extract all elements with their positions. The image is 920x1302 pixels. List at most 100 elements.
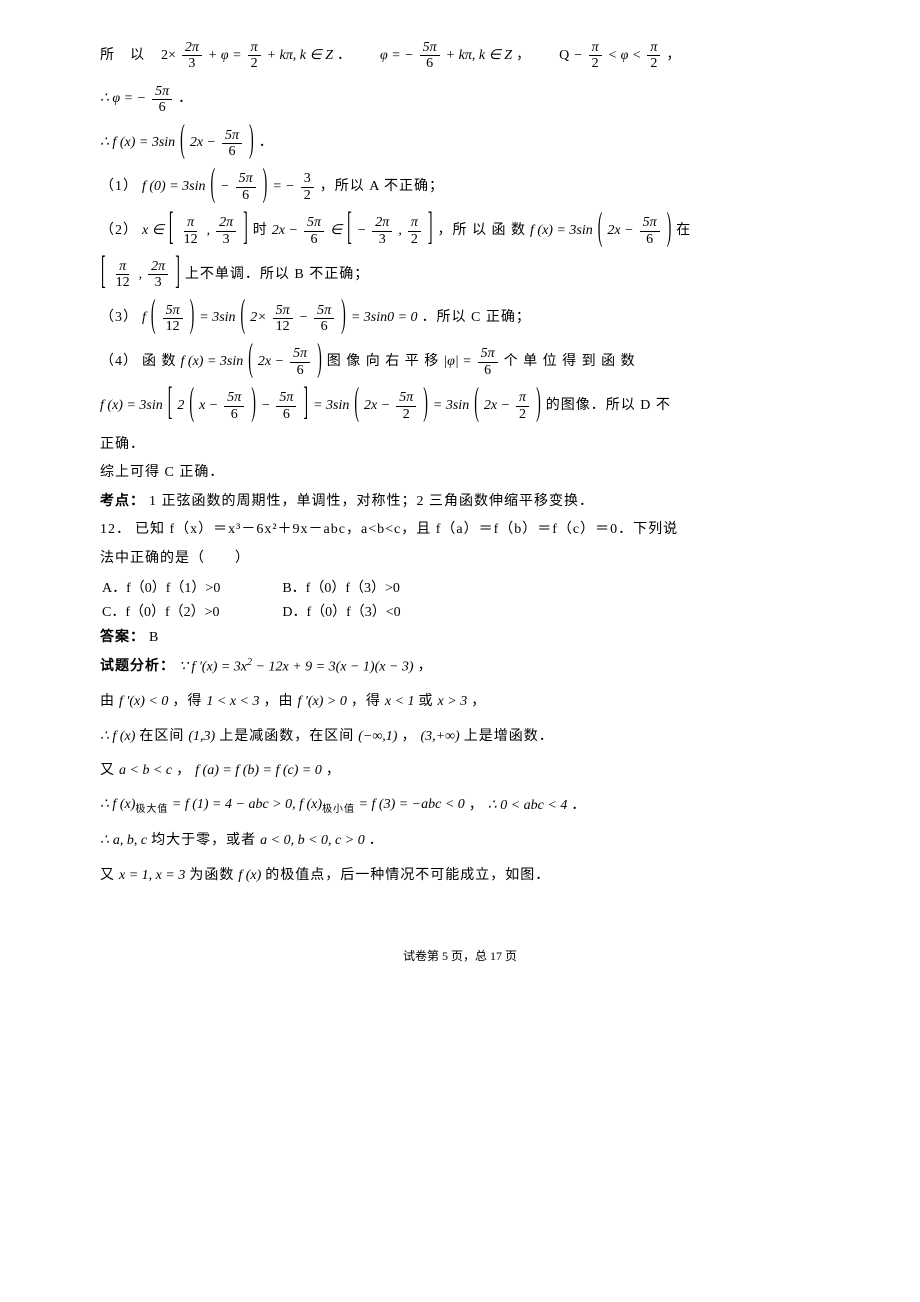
item-label: （3） — [100, 307, 138, 329]
kaodian-line: 考点： 1 正弦函数的周期性，单调性，对称性；2 三角函数伸缩平移变换． — [100, 491, 820, 513]
fraction: 2π 3 — [216, 215, 236, 247]
fraction: 5π 6 — [420, 40, 440, 72]
problem-12-stem: 12． 已知 f（x）＝x³－6x²＋9x－abc，a<b<c，且 f（a）＝f… — [100, 519, 820, 541]
item-2-line: （2） x ∈ [ π 12 , 2π 3 ] 时 2x − 5π 6 ∈ [ … — [100, 215, 820, 247]
fraction: π 2 — [248, 40, 261, 72]
left-bracket-icon: [ — [101, 243, 106, 306]
equation-line-1: 所 以 2× 2π 3 + φ = π 2 + kπ, k ∈ Z ． φ = … — [100, 40, 820, 72]
fraction: 5π 6 — [224, 390, 244, 422]
right-paren-icon: ) — [536, 375, 541, 438]
equation-line-2: ∴ φ = − 5π 6 ． — [100, 84, 820, 116]
math-text: f (x) — [238, 865, 261, 887]
interval: (1,3) — [188, 726, 215, 748]
conclusion-text: ，所以 A 不正确； — [320, 176, 444, 198]
math-text: ∴ f (x) = 3sin — [100, 132, 175, 154]
analysis-line-5: ∴ f (x)极大值 = f (1) = 4 − abc > 0, f (x)极… — [100, 794, 820, 818]
right-bracket-icon: ] — [303, 375, 308, 438]
fraction: π 2 — [589, 40, 602, 72]
left-paren-icon: ( — [180, 112, 185, 175]
fraction: π 2 — [408, 215, 421, 247]
fraction: 5π 6 — [276, 390, 296, 422]
text: 个 单 位 得 到 函 数 — [504, 351, 636, 373]
conclusion-text: 的图像．所以 D 不 — [546, 395, 671, 417]
total-pages: 17 — [490, 949, 502, 963]
analysis-label: 试题分析： — [100, 656, 175, 678]
conclusion-text: ．所以 C 正确； — [422, 307, 531, 329]
fraction: 2π 3 — [182, 40, 202, 72]
text-line: 综上可得 C 正确． — [100, 462, 820, 484]
fraction: 5π 6 — [152, 84, 172, 116]
conclusion-text: 上不单调．所以 B 不正确； — [185, 264, 369, 286]
stem-text: 法中正确的是（ ） — [100, 548, 250, 570]
math-text: + kπ, k ∈ Z — [446, 45, 512, 67]
right-paren-icon: ) — [423, 375, 428, 438]
math-text: a, b, c — [113, 830, 147, 852]
right-paren-icon: ) — [263, 156, 268, 219]
text: 在 — [676, 220, 691, 242]
math-text: Q — [559, 45, 569, 67]
text: 上是增函数． — [464, 726, 554, 748]
answer-text: B — [149, 627, 159, 649]
text: 时 — [253, 220, 268, 242]
item-4-line-cont: f (x) = 3sin [ 2 ( x − 5π 6 ) − 5π 6 ] =… — [100, 390, 820, 422]
left-paren-icon: ( — [211, 156, 216, 219]
left-bracket-icon: [ — [168, 375, 173, 438]
math-text: ∴ φ = − — [100, 88, 146, 110]
math-text: ∴ 0 < abc < 4 — [488, 795, 568, 817]
fraction: π 2 — [516, 390, 529, 422]
analysis-line-2: 由 f '(x) < 0 ，得 1 < x < 3 ，由 f '(x) > 0 … — [100, 691, 820, 713]
left-paren-icon: ( — [151, 287, 156, 350]
text: 函 数 — [142, 351, 177, 373]
analysis-line-4: 又 a < b < c ， f (a) = f (b) = f (c) = 0 … — [100, 760, 820, 782]
fraction: 3 2 — [301, 171, 314, 203]
prefix-text: 所 以 — [100, 45, 145, 67]
fraction: 5π 6 — [304, 215, 324, 247]
item-label: （1） — [100, 176, 138, 198]
math-text: 2× — [161, 45, 176, 67]
fraction: π 12 — [113, 259, 133, 291]
right-paren-icon: ) — [249, 112, 254, 175]
left-paren-icon: ( — [354, 375, 359, 438]
fraction: 2π 3 — [372, 215, 392, 247]
fraction: 5π 12 — [273, 303, 293, 335]
footer-suffix: 页 — [502, 949, 517, 963]
item-label: （2） — [100, 220, 138, 242]
page-footer: 试卷第 5 页，总 17 页 — [100, 947, 820, 966]
choice-a: A．f（0）f（1）>0 — [102, 578, 280, 600]
fraction: 5π 6 — [640, 215, 660, 247]
math-text: f (0) = 3sin — [142, 176, 206, 198]
math-text: x ∈ — [142, 220, 164, 242]
math-text: x = 1, x = 3 — [119, 865, 185, 887]
choice-b: B．f（0）f（3）>0 — [282, 578, 460, 600]
fraction: 5π 2 — [396, 390, 416, 422]
text: 图 像 向 右 平 移 — [327, 351, 440, 373]
left-paren-icon: ( — [189, 375, 194, 438]
math-text: f — [142, 307, 146, 329]
item-1-line: （1） f (0) = 3sin ( − 5π 6 ) = − 3 2 ，所以 … — [100, 171, 820, 203]
choice-d: D．f（0）f（3）<0 — [282, 602, 460, 624]
math-text: a < b < c — [119, 760, 172, 782]
right-bracket-icon: ] — [243, 200, 248, 263]
text: ，所 以 函 数 — [438, 220, 527, 242]
right-bracket-icon: ] — [428, 200, 433, 263]
fraction: 5π 6 — [236, 171, 256, 203]
fraction: 5π 6 — [478, 346, 498, 378]
math-text: < φ < — [608, 45, 642, 67]
item-3-line: （3） f ( 5π 12 ) = 3sin ( 2× 5π 12 − 5π 6… — [100, 303, 820, 335]
item-4-line: （4） 函 数 f (x) = 3sin ( 2x − 5π 6 ) 图 像 向… — [100, 346, 820, 378]
answer-label: 答案： — [100, 627, 145, 649]
item-label: （4） — [100, 351, 138, 373]
item-2-line-cont: [ π 12 , 2π 3 ] 上不单调．所以 B 不正确； — [100, 259, 820, 291]
fraction: 5π 12 — [163, 303, 183, 335]
choices-table: A．f（0）f（1）>0 B．f（0）f（3）>0 C．f（0）f（2）>0 D… — [100, 576, 463, 627]
right-bracket-icon: ] — [175, 243, 180, 306]
fraction: 5π 6 — [290, 346, 310, 378]
math-text: φ = − — [380, 45, 414, 67]
kaodian-label: 考点： — [100, 491, 145, 513]
math-text: f (x) = 3sin — [181, 351, 244, 373]
stem-text: 已知 f（x）＝x³－6x²＋9x－abc，a<b<c，且 f（a）＝f（b）＝… — [135, 519, 678, 541]
analysis-line-3: ∴ f (x) ∴ f(x) 在区间 在区间 (1,3) 上是减函数，在区间 (… — [100, 726, 820, 748]
problem-12-stem-2: 法中正确的是（ ） — [100, 548, 820, 570]
right-paren-icon: ) — [190, 287, 195, 350]
left-paren-icon: ( — [241, 287, 246, 350]
